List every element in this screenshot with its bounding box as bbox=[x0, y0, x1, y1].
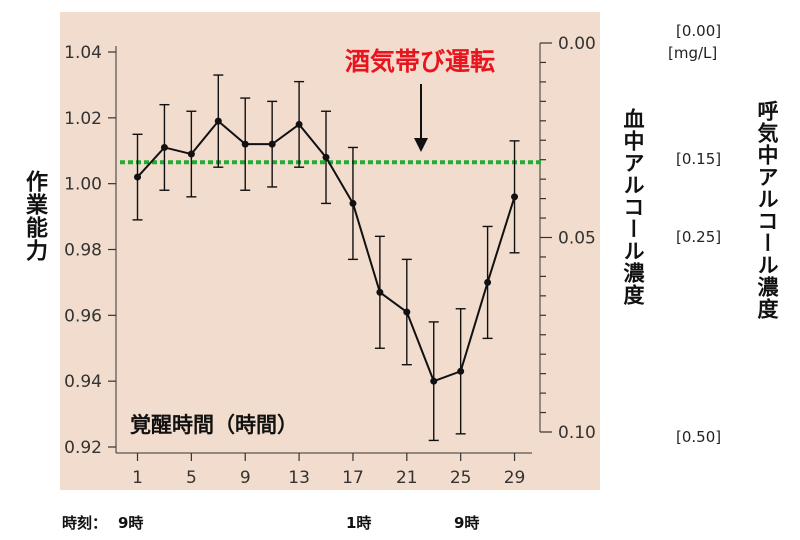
outer-tick-3: [0.50] bbox=[676, 428, 722, 446]
time-of-day-2: 9時 bbox=[454, 514, 480, 532]
y-tick-label: 1.02 bbox=[64, 109, 102, 129]
x-tick-label: 5 bbox=[186, 468, 197, 488]
data-point bbox=[403, 308, 411, 316]
y-tick-label: 0.92 bbox=[64, 438, 102, 458]
y-tick-label: 0.94 bbox=[64, 372, 102, 392]
y-tick-label: 1.04 bbox=[64, 43, 102, 63]
data-point bbox=[268, 140, 276, 148]
data-point bbox=[295, 120, 303, 128]
right-tick-label: 0.10 bbox=[558, 423, 596, 443]
data-point bbox=[430, 377, 438, 385]
x-tick-label: 13 bbox=[288, 468, 310, 488]
x-tick-label: 25 bbox=[450, 468, 472, 488]
data-point bbox=[376, 288, 384, 296]
annotation-arrow-head bbox=[414, 138, 428, 152]
data-point bbox=[214, 117, 222, 125]
data-point bbox=[511, 193, 519, 201]
right-axis-label: 血中アルコール濃度 bbox=[621, 108, 645, 306]
x-tick-label: 21 bbox=[396, 468, 418, 488]
left-axis: 1.04 1.02 1.00 0.98 0.96 0.94 0.92 bbox=[64, 43, 117, 458]
time-of-day-1: 1時 bbox=[346, 514, 372, 532]
y-tick-label: 1.00 bbox=[64, 175, 102, 195]
data-points bbox=[134, 117, 519, 385]
y-tick-label: 0.96 bbox=[64, 306, 102, 326]
data-point bbox=[134, 173, 142, 181]
outer-unit: [mg/L] bbox=[668, 44, 718, 62]
plot-background bbox=[60, 12, 600, 490]
x-tick-label: 29 bbox=[504, 468, 526, 488]
data-point bbox=[457, 367, 465, 375]
right-axis: 0.00 0.05 0.10 bbox=[539, 34, 596, 443]
data-point bbox=[160, 143, 168, 151]
outer-axis-label: 呼気中アルコール濃度 bbox=[755, 100, 779, 320]
time-of-day-0: 9時 bbox=[118, 514, 144, 532]
outer-tick-2: [0.25] bbox=[676, 228, 722, 246]
x-tick-label: 17 bbox=[342, 468, 364, 488]
bottom-axis: 1 5 9 13 17 21 25 29 bbox=[116, 452, 532, 488]
data-point bbox=[187, 150, 195, 158]
x-axis-label: 覚醒時間（時間） bbox=[130, 413, 298, 437]
y-axis-label: 作業能力 bbox=[22, 170, 47, 262]
x-tick-label: 9 bbox=[240, 468, 251, 488]
data-point bbox=[322, 153, 330, 161]
annotation-label: 酒気帯び運転 bbox=[345, 47, 495, 76]
data-point bbox=[241, 140, 249, 148]
y-tick-label: 0.98 bbox=[64, 241, 102, 261]
outer-tick-1: [0.15] bbox=[676, 150, 722, 168]
data-point bbox=[484, 278, 492, 286]
x-tick-label: 1 bbox=[132, 468, 143, 488]
right-tick-label: 0.05 bbox=[558, 229, 596, 249]
outer-tick-0: [0.00] bbox=[676, 22, 722, 40]
data-point bbox=[349, 199, 357, 207]
time-of-day-prefix: 時刻： bbox=[62, 514, 108, 532]
right-tick-label: 0.00 bbox=[558, 34, 596, 54]
